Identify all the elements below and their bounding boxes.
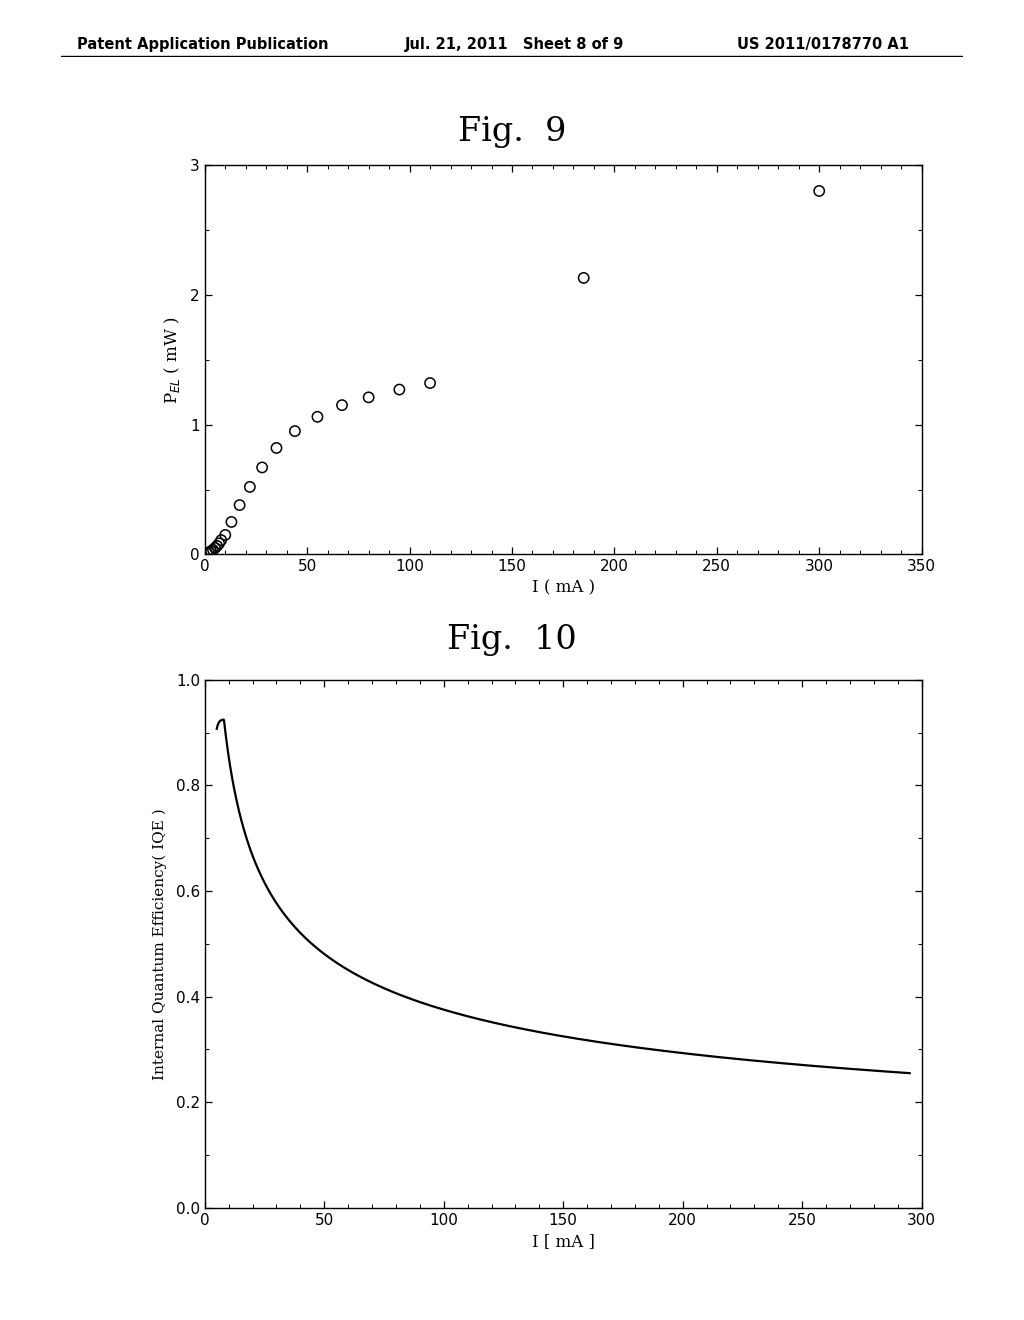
Point — [203, 541, 219, 562]
Point — [207, 537, 223, 558]
Point — [360, 387, 377, 408]
Point — [309, 407, 326, 428]
Point — [811, 181, 827, 202]
Point — [287, 421, 303, 442]
Text: Jul. 21, 2011   Sheet 8 of 9: Jul. 21, 2011 Sheet 8 of 9 — [404, 37, 624, 51]
Point — [575, 268, 592, 289]
Y-axis label: Internal Quantum Efficiency( IQE ): Internal Quantum Efficiency( IQE ) — [153, 808, 167, 1080]
Point — [213, 529, 229, 550]
Y-axis label: P$_{EL}$ ( mW ): P$_{EL}$ ( mW ) — [162, 315, 182, 404]
Point — [201, 543, 217, 564]
Point — [211, 533, 227, 554]
Point — [205, 540, 221, 561]
Point — [268, 437, 285, 458]
Point — [422, 372, 438, 393]
Text: Fig.  9: Fig. 9 — [458, 116, 566, 148]
Point — [217, 524, 233, 545]
Point — [334, 395, 350, 416]
Point — [231, 495, 248, 516]
Point — [199, 543, 215, 564]
X-axis label: I ( mA ): I ( mA ) — [531, 579, 595, 597]
Text: Patent Application Publication: Patent Application Publication — [77, 37, 329, 51]
X-axis label: I [ mA ]: I [ mA ] — [531, 1233, 595, 1250]
Text: Fig.  10: Fig. 10 — [447, 624, 577, 656]
Point — [242, 477, 258, 498]
Text: US 2011/0178770 A1: US 2011/0178770 A1 — [737, 37, 909, 51]
Point — [209, 536, 225, 557]
Point — [254, 457, 270, 478]
Point — [391, 379, 408, 400]
Point — [223, 511, 240, 532]
